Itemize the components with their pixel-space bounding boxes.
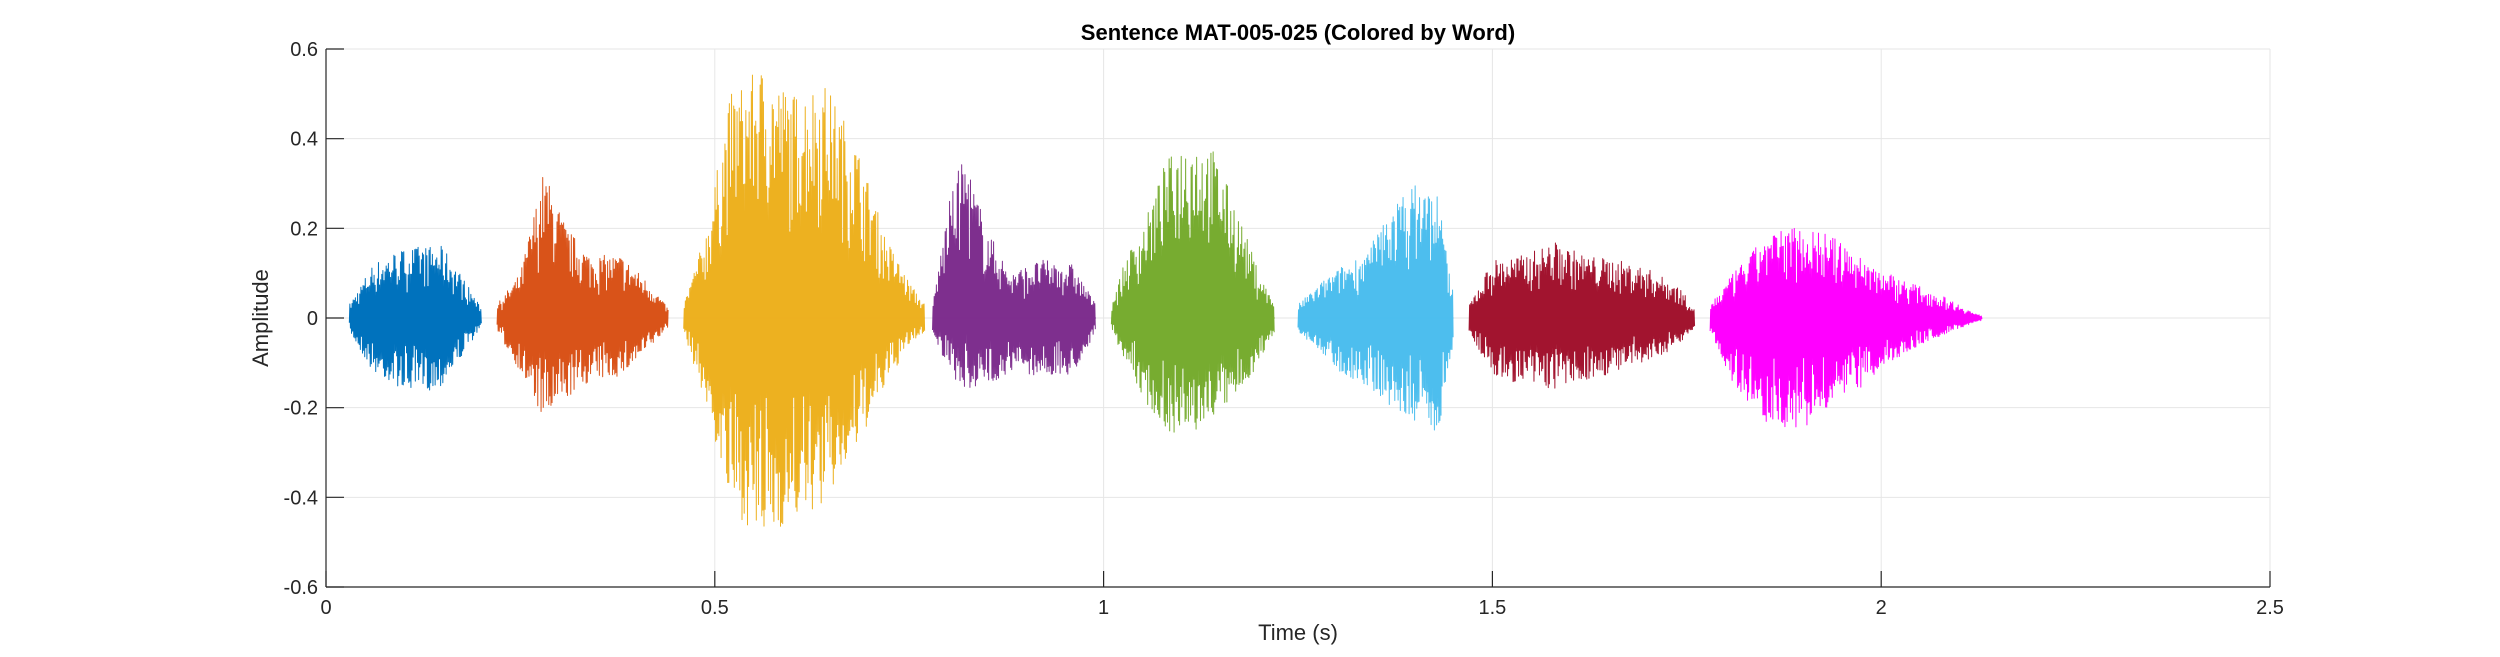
- x-axis-title: Time (s): [1258, 620, 1338, 645]
- waveform-segment: [683, 74, 926, 527]
- y-tick-label: 0.6: [290, 39, 318, 61]
- x-tick-label: 0.5: [701, 597, 729, 619]
- y-tick-label: -0.4: [284, 487, 318, 509]
- waveform-segment: [348, 245, 482, 391]
- waveform-segment: [1110, 151, 1275, 433]
- chart-title: Sentence MAT-005-025 (Colored by Word): [1081, 20, 1515, 45]
- x-tick-label: 0: [320, 597, 331, 619]
- waveform-segment: [932, 164, 1096, 388]
- y-tick-label: -0.6: [284, 577, 318, 599]
- y-tick-label: 0: [307, 308, 318, 330]
- y-axis-title: Amplitude: [248, 269, 273, 367]
- y-tick-label: 0.2: [290, 218, 318, 240]
- y-tick-label: -0.2: [284, 398, 318, 420]
- waveform-segment: [1468, 242, 1696, 389]
- series-layer: [348, 74, 1983, 527]
- x-tick-label: 1.5: [1478, 597, 1506, 619]
- y-tick-label: 0.4: [290, 129, 318, 151]
- x-tick-label: 1: [1098, 597, 1109, 619]
- waveform-segment: [1709, 228, 1983, 428]
- waveform-segment: [1297, 185, 1454, 431]
- axes: 0 0.5 1 1.5 2 2.5 -0.6 -0.4 -0.2 0 0.2 0.4 0.6: [284, 39, 2284, 619]
- waveform-segment: [496, 176, 669, 413]
- x-tick-label: 2.5: [2256, 597, 2284, 619]
- x-tick-label: 2: [1876, 597, 1887, 619]
